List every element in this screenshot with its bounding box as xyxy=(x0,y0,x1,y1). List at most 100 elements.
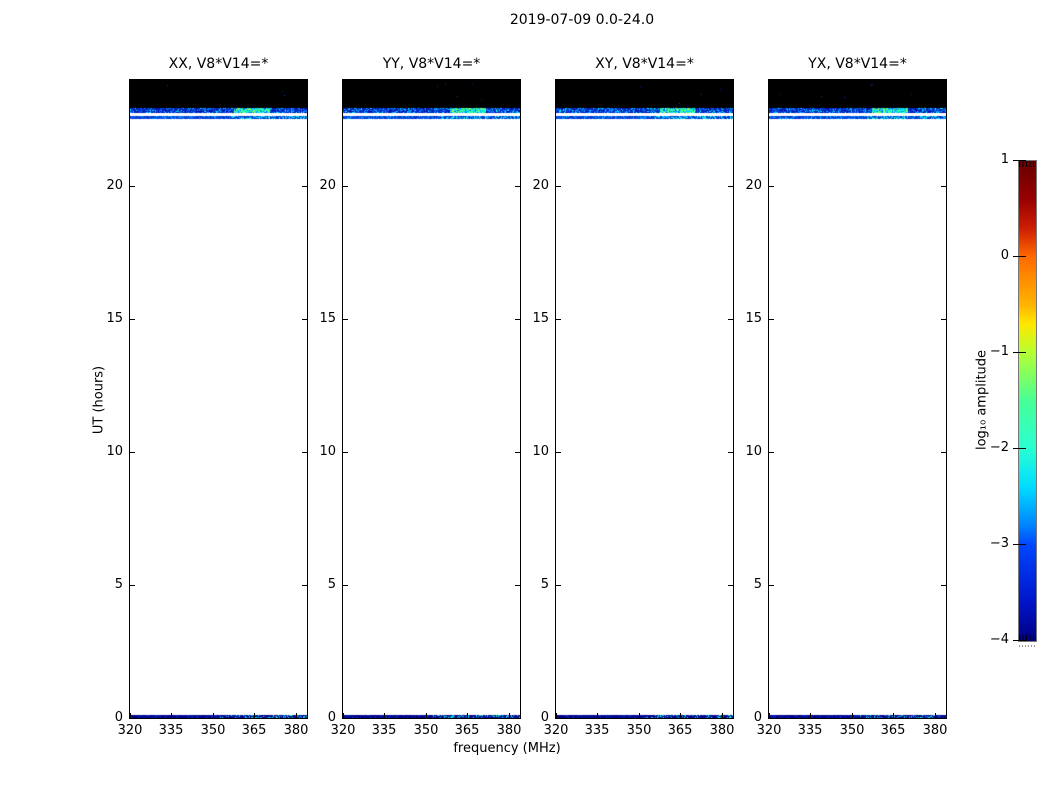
x-tick-label: 350 xyxy=(626,723,652,738)
y-tick-mark xyxy=(556,186,561,187)
x-tick-label: 365 xyxy=(667,723,693,738)
colorbar-tick-mark xyxy=(1013,640,1026,641)
x-tick-label: 320 xyxy=(756,723,782,738)
x-tick-label: 320 xyxy=(330,723,356,738)
y-tick-mark xyxy=(941,452,946,453)
x-tick-label: 365 xyxy=(880,723,906,738)
colorbar-underflow-dots xyxy=(1019,645,1036,647)
x-tick-mark xyxy=(935,713,936,718)
x-tick-mark xyxy=(597,713,598,718)
y-tick-mark xyxy=(302,718,307,719)
x-tick-label: 350 xyxy=(839,723,865,738)
y-tick-mark xyxy=(515,186,520,187)
y-tick-label: 15 xyxy=(319,311,336,326)
x-tick-mark xyxy=(893,713,894,718)
x-tick-mark xyxy=(171,713,172,718)
heatmap-canvas-yy xyxy=(343,80,520,718)
y-tick-label: 20 xyxy=(745,178,762,193)
colorbar-tick-label: −4 xyxy=(989,632,1009,647)
y-tick-label: 10 xyxy=(745,444,762,459)
colorbar-tick-label: −3 xyxy=(989,536,1009,551)
x-tick-mark xyxy=(810,713,811,718)
figure-title: 2019-07-09 0.0-24.0 xyxy=(509,12,655,28)
y-axis-label: UT (hours) xyxy=(91,365,107,435)
x-tick-label: 380 xyxy=(709,723,735,738)
x-tick-mark xyxy=(639,713,640,718)
y-tick-mark xyxy=(130,585,135,586)
x-tick-label: 335 xyxy=(797,723,823,738)
x-tick-mark xyxy=(556,713,557,718)
heatmap-canvas-yx xyxy=(769,80,946,718)
y-tick-mark xyxy=(302,319,307,320)
x-tick-label: 380 xyxy=(922,723,948,738)
x-tick-mark xyxy=(213,713,214,718)
x-tick-label: 380 xyxy=(283,723,309,738)
y-tick-label: 5 xyxy=(327,577,336,592)
colorbar-tick-label: 0 xyxy=(1000,248,1009,263)
x-tick-label: 365 xyxy=(454,723,480,738)
y-tick-label: 15 xyxy=(532,311,549,326)
y-tick-mark xyxy=(728,319,733,320)
x-tick-label: 380 xyxy=(496,723,522,738)
colorbar-tick-label: −2 xyxy=(989,440,1009,455)
y-tick-mark xyxy=(302,186,307,187)
x-axis-label: frequency (MHz) xyxy=(453,741,561,756)
y-tick-label: 10 xyxy=(106,444,123,459)
colorbar xyxy=(1018,160,1037,642)
x-tick-mark xyxy=(254,713,255,718)
y-tick-mark xyxy=(556,452,561,453)
y-tick-mark xyxy=(941,319,946,320)
y-tick-label: 10 xyxy=(319,444,336,459)
heatmap-canvas-xy xyxy=(556,80,733,718)
panel-title-xx: XX, V8*V14=* xyxy=(168,56,269,72)
x-tick-label: 350 xyxy=(413,723,439,738)
y-tick-mark xyxy=(343,186,348,187)
y-tick-mark xyxy=(728,718,733,719)
y-tick-mark xyxy=(302,585,307,586)
y-tick-mark xyxy=(769,452,774,453)
y-tick-label: 10 xyxy=(532,444,549,459)
colorbar-tick-label: −1 xyxy=(989,344,1009,359)
x-tick-label: 350 xyxy=(200,723,226,738)
x-tick-mark xyxy=(722,713,723,718)
y-tick-label: 5 xyxy=(753,577,762,592)
colorbar-tick-mark xyxy=(1013,352,1026,353)
y-tick-mark xyxy=(769,186,774,187)
y-tick-mark xyxy=(941,585,946,586)
y-tick-label: 0 xyxy=(540,710,549,725)
y-tick-mark xyxy=(515,319,520,320)
y-tick-mark xyxy=(556,585,561,586)
colorbar-label: log₁₀ amplitude xyxy=(974,349,990,451)
x-tick-mark xyxy=(467,713,468,718)
y-tick-label: 0 xyxy=(753,710,762,725)
y-tick-mark xyxy=(769,718,774,719)
x-tick-mark xyxy=(769,713,770,718)
y-tick-mark xyxy=(556,718,561,719)
x-tick-label: 365 xyxy=(241,723,267,738)
y-tick-label: 15 xyxy=(745,311,762,326)
y-tick-label: 15 xyxy=(106,311,123,326)
y-tick-mark xyxy=(130,452,135,453)
y-tick-label: 20 xyxy=(532,178,549,193)
x-tick-mark xyxy=(680,713,681,718)
heatmap-canvas-xx xyxy=(130,80,307,718)
y-tick-label: 0 xyxy=(114,710,123,725)
y-tick-mark xyxy=(515,452,520,453)
x-tick-mark xyxy=(296,713,297,718)
y-tick-label: 20 xyxy=(319,178,336,193)
y-tick-mark xyxy=(556,319,561,320)
y-tick-label: 20 xyxy=(106,178,123,193)
y-tick-mark xyxy=(130,319,135,320)
panel-frame-yy xyxy=(342,79,521,719)
x-tick-mark xyxy=(384,713,385,718)
y-tick-mark xyxy=(769,585,774,586)
x-tick-mark xyxy=(130,713,131,718)
panel-title-xy: XY, V8*V14=* xyxy=(595,56,694,72)
x-tick-label: 320 xyxy=(117,723,143,738)
colorbar-tick-mark xyxy=(1013,256,1026,257)
y-tick-mark xyxy=(130,718,135,719)
y-tick-mark xyxy=(343,452,348,453)
x-tick-label: 335 xyxy=(158,723,184,738)
y-tick-mark xyxy=(728,452,733,453)
